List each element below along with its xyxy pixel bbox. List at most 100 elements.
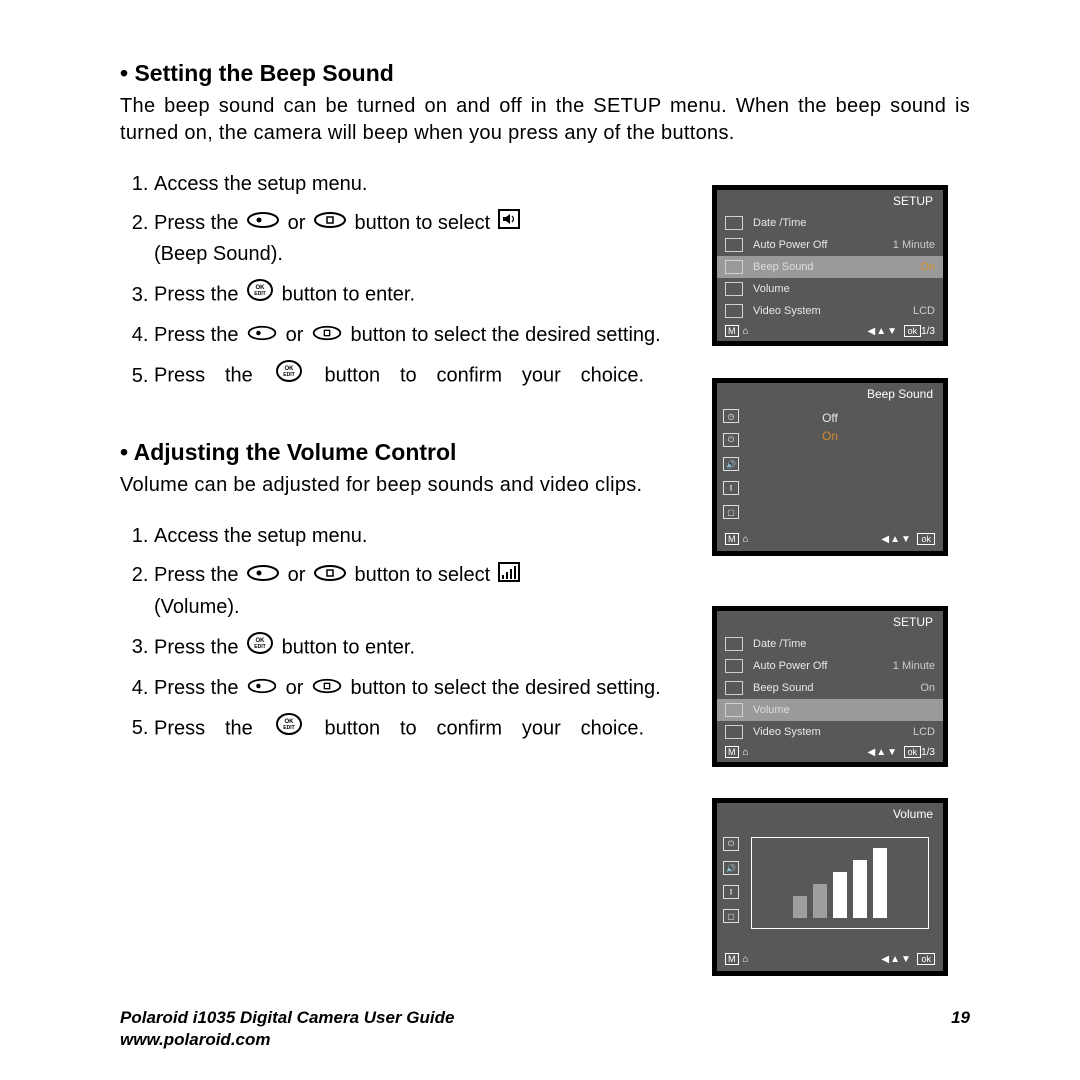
menu-option: Off	[717, 409, 943, 427]
volume-bar	[793, 896, 807, 918]
camera-screen-setup-1: SETUP Date /TimeAuto Power Off1 MinuteBe…	[712, 185, 948, 346]
step: Access the setup menu.	[154, 521, 680, 552]
step-text: Press the	[154, 564, 238, 586]
eye-left-button-icon	[246, 561, 280, 592]
step: Press the or button to select (Beep Soun…	[154, 208, 680, 270]
row-icon	[725, 659, 743, 673]
row-label: Auto Power Off	[753, 239, 893, 251]
step-text: Press the	[154, 636, 238, 658]
menu-row: Beep SoundOn	[717, 677, 943, 699]
svg-text:EDIT: EDIT	[283, 725, 294, 731]
row-icon	[725, 637, 743, 651]
monitor-icon: ▢	[723, 505, 739, 519]
step: Press the OKEDIT button to confirm your …	[154, 712, 680, 746]
ok-badge-icon: ok	[917, 953, 935, 965]
eye-right-button-icon	[313, 561, 347, 592]
volume-bars-icon: ⫾	[723, 885, 739, 899]
row-icon	[725, 282, 743, 296]
menu-row: Volume	[717, 699, 943, 721]
volume-bars-icon	[498, 561, 520, 592]
m-badge-icon: M	[725, 325, 739, 337]
step-text: or	[288, 212, 306, 234]
step-text: button to select the desired setting.	[351, 324, 661, 346]
menu-row: Auto Power Off1 Minute	[717, 655, 943, 677]
side-icons: ◷ ⏻ 🔊 ⫾ ▢	[723, 409, 739, 519]
step-text: Press the	[154, 284, 238, 306]
volume-bar	[833, 872, 847, 918]
menu-row: Beep SoundOn	[717, 256, 943, 278]
nav-arrows-icon: ◀▲▼	[881, 534, 912, 545]
eye-left-button-icon	[246, 320, 278, 351]
svg-text:EDIT: EDIT	[254, 644, 265, 650]
screen-footer: M⌂ ◀▲▼ ok1/3	[717, 743, 943, 762]
footer-title: Polaroid i1035 Digital Camera User Guide	[120, 1008, 454, 1028]
step: Access the setup menu.	[154, 169, 680, 200]
step-text: or	[288, 564, 306, 586]
row-label: Auto Power Off	[753, 660, 893, 672]
step-text: button to select the desired setting.	[351, 677, 661, 699]
screen-footer: M ⌂ ◀▲▼ ok	[717, 530, 943, 549]
step-text: Press the	[154, 677, 238, 699]
svg-text:EDIT: EDIT	[254, 291, 265, 297]
step: Press the or button to select the desire…	[154, 673, 680, 704]
ok-edit-button-icon: OKEDIT	[275, 359, 303, 393]
speaker-icon	[498, 208, 520, 239]
row-value: LCD	[913, 305, 935, 317]
section1-body: The beep sound can be turned on and off …	[120, 93, 970, 147]
camera-screen-setup-2: SETUP Date /TimeAuto Power Off1 MinuteBe…	[712, 606, 948, 767]
row-icon	[725, 681, 743, 695]
step-text: Press the	[154, 717, 253, 739]
row-icon	[725, 725, 743, 739]
home-icon: ⌂	[743, 954, 749, 965]
menu-row: Video SystemLCD	[717, 721, 943, 743]
step: Press the OKEDIT button to enter.	[154, 631, 680, 665]
menu-option: On	[717, 427, 943, 445]
step-text: Press the	[154, 365, 253, 387]
step-text: (Beep Sound).	[154, 243, 283, 265]
ok-edit-button-icon: OKEDIT	[246, 631, 274, 665]
m-badge-icon: M	[725, 533, 739, 545]
nav-arrows-icon: ◀▲▼	[881, 954, 912, 965]
speaker-icon: 🔊	[723, 457, 739, 471]
section1-steps: Access the setup menu. Press the or butt…	[154, 169, 680, 393]
row-icon	[725, 260, 743, 274]
section2-steps: Access the setup menu. Press the or butt…	[154, 521, 680, 745]
ok-badge-icon: ok	[904, 746, 922, 758]
step: Press the OKEDIT button to confirm your …	[154, 359, 680, 393]
row-value: 1 Minute	[893, 660, 935, 672]
menu-row: Video SystemLCD	[717, 300, 943, 322]
screen-title: Beep Sound	[717, 383, 943, 405]
step-text: button to select	[355, 564, 491, 586]
row-icon	[725, 238, 743, 252]
menu-row: Date /Time	[717, 633, 943, 655]
ok-badge-icon: ok	[917, 533, 935, 545]
speaker-icon: 🔊	[723, 861, 739, 875]
footer-page: 1/3	[921, 326, 935, 337]
row-label: Video System	[753, 726, 913, 738]
step-text: Press the	[154, 324, 238, 346]
step-text: or	[286, 324, 304, 346]
volume-bar	[853, 860, 867, 918]
row-label: Volume	[753, 283, 935, 295]
footer-url: www.polaroid.com	[120, 1030, 454, 1050]
screen-title: SETUP	[717, 190, 943, 212]
home-icon: ⌂	[743, 326, 749, 337]
step-text: button to select	[355, 212, 491, 234]
ok-edit-button-icon: OKEDIT	[246, 278, 274, 312]
m-badge-icon: M	[725, 953, 739, 965]
step-text: button to confirm your choice.	[325, 365, 645, 387]
row-value: On	[920, 682, 935, 694]
row-icon	[725, 304, 743, 318]
screen-title: Volume	[717, 803, 943, 825]
step-text: (Volume).	[154, 596, 240, 618]
menu-row: Date /Time	[717, 212, 943, 234]
clock-icon: ◷	[723, 409, 739, 423]
row-label: Video System	[753, 305, 913, 317]
step-text: Access the setup menu.	[154, 173, 367, 195]
home-icon: ⌂	[743, 534, 749, 545]
step-text: button to confirm your choice.	[325, 717, 645, 739]
row-label: Date /Time	[753, 638, 935, 650]
step: Press the or button to select (Volume).	[154, 560, 680, 622]
step-text: button to enter.	[282, 284, 415, 306]
step: Press the OKEDIT button to enter.	[154, 278, 680, 312]
